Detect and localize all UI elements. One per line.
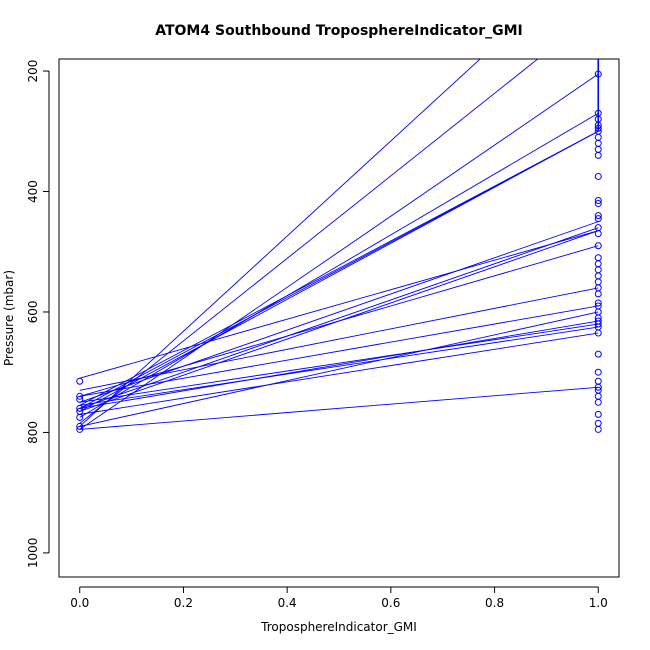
- series-line-6: [79, 130, 599, 406]
- x-tick-label-3: 0.6: [381, 596, 400, 610]
- y-tick-label-2: 600: [26, 301, 40, 324]
- x-tick-label-5: 1.0: [589, 596, 608, 610]
- series-line-13: [79, 305, 599, 397]
- x-tick-label-0: 0.0: [70, 596, 89, 610]
- series-line-0: [79, 73, 599, 430]
- y-tick-label-3: 800: [26, 421, 40, 444]
- data-point-x0-0: [76, 377, 84, 385]
- data-point-x1-10: [594, 172, 602, 180]
- series-line-19: [79, 386, 599, 430]
- x-tick-label-4: 0.8: [485, 596, 504, 610]
- data-point-x1-0: [594, 70, 602, 78]
- data-point-x0-2: [76, 395, 84, 403]
- data-point-x0-3: [76, 404, 84, 412]
- data-point-x1-11: [594, 197, 602, 205]
- series-line-17: [79, 332, 599, 415]
- data-point-x0-6: [76, 422, 84, 430]
- x-tick-label-1: 0.2: [174, 596, 193, 610]
- series-line-2: [79, 59, 539, 424]
- series-line-3: [79, 112, 599, 418]
- series-line-7: [79, 221, 599, 403]
- x-tick-label-2: 0.4: [278, 596, 297, 610]
- data-point-x1-34: [594, 368, 602, 376]
- data-point-x1-17: [594, 242, 602, 250]
- series-line-12: [79, 287, 599, 391]
- data-point-x1-40: [594, 410, 602, 418]
- data-point-x1-4: [594, 124, 602, 132]
- data-point-x1-32: [594, 329, 602, 337]
- series-line-16: [79, 326, 599, 406]
- data-point-x1-42: [594, 425, 602, 433]
- plot-frame: [58, 58, 620, 578]
- series-line-1: [79, 59, 481, 427]
- x-axis-label: TroposphereIndicator_GMI: [260, 620, 417, 634]
- chart-title: ATOM4 Southbound TroposphereIndicator_GM…: [155, 23, 523, 39]
- y-tick-label-0: 200: [26, 60, 40, 83]
- data-point-x1-39: [594, 398, 602, 406]
- data-point-x1-33: [594, 350, 602, 358]
- y-axis-label: Pressure (mbar): [2, 270, 16, 366]
- data-point-x1-9: [594, 151, 602, 159]
- data-point-x1-12: [594, 200, 602, 208]
- data-point-x1-24: [594, 290, 602, 298]
- series-line-10: [79, 245, 599, 397]
- plot-area: 0.0 0.2 0.4 0.6 0.8 1.0 200 400 600 800 1000: [26, 58, 620, 610]
- series-line-18: [79, 311, 599, 427]
- data-point-x1-16: [594, 230, 602, 238]
- data-point-x1-13: [594, 212, 602, 220]
- data-point-x1-25: [594, 299, 602, 307]
- series-line-15: [79, 323, 599, 403]
- y-tick-label-1: 400: [26, 180, 40, 203]
- data-point-x1-30: [594, 320, 602, 328]
- y-tick-label-4: 1000: [26, 538, 40, 569]
- series-line-14: [79, 320, 599, 409]
- data-point-x1-14: [594, 215, 602, 223]
- data-point-x0-1: [76, 392, 84, 400]
- data-point-x0-5: [76, 413, 84, 421]
- series-line-8: [79, 227, 599, 409]
- data-point-x0-7: [76, 425, 84, 433]
- data-point-x1-36: [594, 383, 602, 391]
- series-line-11: [79, 230, 599, 379]
